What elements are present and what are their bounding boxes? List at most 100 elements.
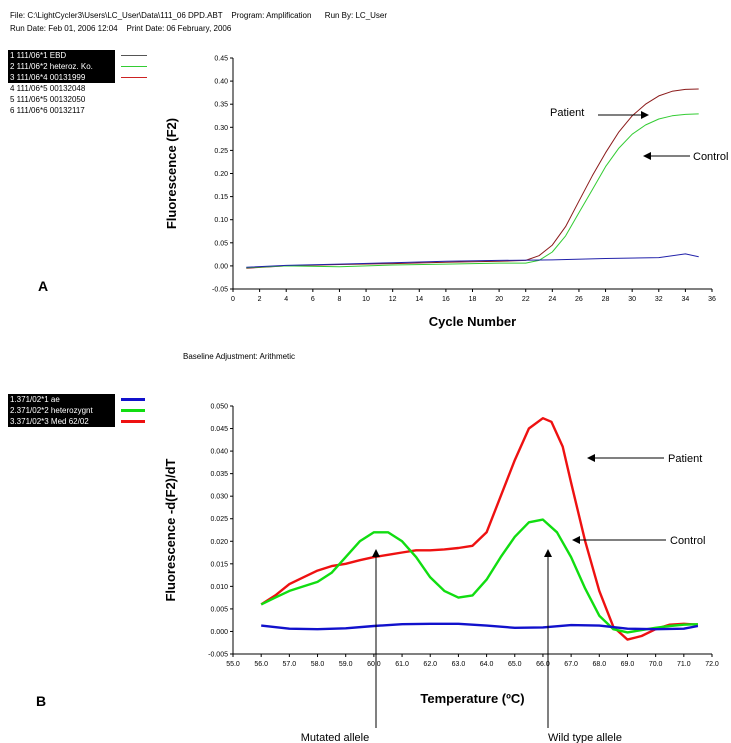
legend-a-label: 4 111/06*5 00132048 [8, 83, 115, 94]
chart2-x-tick-label: 59.0 [339, 661, 353, 668]
legend-a-swatch [121, 77, 147, 78]
chart2-x-tick-label: 60.0 [367, 661, 381, 668]
chart1-x-tick-label: 12 [389, 296, 397, 303]
chart1-x-tick-label: 2 [258, 296, 262, 303]
chart1-x-tick-label: 6 [311, 296, 315, 303]
chart2-y-tick-label: 0.035 [210, 471, 228, 478]
chart2-annotation-label: Wild type allele [548, 732, 622, 743]
chart1-y-axis-title: Fluorescence (F2) [164, 118, 179, 229]
legend-b-label: 2.371/02*2 heterozygnt [8, 405, 115, 416]
chart1-x-tick-label: 36 [708, 296, 716, 303]
chart1-y-tick-label: -0.05 [212, 287, 228, 294]
chart1-y-tick-label: 0.10 [214, 217, 228, 224]
chart1-series-line-1 [246, 88, 699, 269]
legend-a-label: 3 111/06*4 00131999 [8, 72, 115, 83]
chart1-y-tick-label: 0.05 [214, 240, 228, 247]
chart2-x-tick-label: 61.0 [395, 661, 409, 668]
chart2-x-tick-label: 72.0 [705, 661, 719, 668]
header-line-1: File: C:\LightCycler3\Users\LC_User\Data… [10, 11, 388, 20]
chart2-y-tick-label: 0.045 [210, 426, 228, 433]
chart2-x-tick-label: 57.0 [283, 661, 297, 668]
legend-b-label: 1.371/02*1 ae [8, 394, 115, 405]
chart1-x-axis-title: Cycle Number [429, 314, 516, 329]
legend-a-swatch [121, 55, 147, 56]
chart2-series-line-1 [260, 417, 698, 641]
legend-a-swatch [121, 66, 147, 67]
chart2-x-tick-label: 70.0 [649, 661, 663, 668]
chart1-x-tick-label: 20 [495, 296, 503, 303]
chart2-y-tick-label: 0.025 [210, 516, 228, 523]
chart2-y-tick-label: 0.030 [210, 494, 228, 501]
chart2-y-tick-label: 0.015 [210, 561, 228, 568]
chart1-y-tick-label: 0.00 [214, 263, 228, 270]
chart1-x-tick-label: 14 [415, 296, 423, 303]
legend-b-item-2: 2.371/02*2 heterozygnt [8, 405, 153, 416]
chart1-x-tick-label: 0 [231, 296, 235, 303]
chart1-x-tick-label: 32 [655, 296, 663, 303]
chart2-y-tick-label: 0.010 [210, 584, 228, 591]
chart2-y-tick-label: 0.050 [210, 404, 228, 411]
legend-a-label: 6 111/06*6 00132117 [8, 105, 115, 116]
chart2-x-tick-label: 65.0 [508, 661, 522, 668]
chart1-series-line-2 [246, 113, 699, 269]
chart2-annotation-label: Patient [668, 453, 702, 465]
chart2-x-tick-label: 64.0 [480, 661, 494, 668]
chart2-x-tick-label: 66.0 [536, 661, 550, 668]
chart2-x-tick-label: 62.0 [423, 661, 437, 668]
chart1-x-tick-label: 22 [522, 296, 530, 303]
chart1-annotation-label: Patient [550, 107, 584, 119]
legend-b: 1.371/02*1 ae 2.371/02*2 heterozygnt 3.371… [8, 394, 153, 427]
chart1-x-tick-label: 10 [362, 296, 370, 303]
chart1-y-tick-label: 0.15 [214, 194, 228, 201]
chart2-x-tick-label: 67.0 [564, 661, 578, 668]
chart2-series-line-3 [261, 622, 699, 631]
chart2-x-tick-label: 69.0 [621, 661, 635, 668]
legend-b-swatch [121, 409, 145, 412]
chart2-x-tick-label: 58.0 [311, 661, 325, 668]
chart2-series-line-2 [260, 518, 698, 634]
legend-a-label: 1 111/06*1 EBD [8, 50, 115, 61]
chart2-y-tick-label: 0.000 [210, 629, 228, 636]
header-line-2: Run Date: Feb 01, 2006 12:04 Print Date:… [10, 24, 232, 33]
legend-a-item-3: 3 111/06*4 00131999 [8, 72, 153, 83]
legend-b-swatch [121, 398, 145, 401]
chart1-y-tick-label: 0.25 [214, 148, 228, 155]
chart1-x-tick-label: 8 [337, 296, 341, 303]
chart2-annotation-label: Mutated allele [301, 732, 370, 743]
chart1-y-tick-label: 0.20 [214, 171, 228, 178]
legend-b-item-3: 3.371/02*3 Med 62/02 [8, 416, 153, 427]
legend-b-swatch [121, 420, 145, 423]
chart1-y-tick-label: 0.40 [214, 79, 228, 86]
chart1-x-tick-label: 34 [681, 296, 689, 303]
legend-a: 1 111/06*1 EBD 2 111/06*2 heteroz. Ko. 3 1… [8, 50, 153, 116]
chart2-annotation-label: Control [670, 535, 705, 547]
legend-a-item-6: 6 111/06*6 00132117 [8, 105, 153, 116]
chart1-x-tick-label: 30 [628, 296, 636, 303]
chart1-annotation-label: Control [693, 151, 728, 163]
legend-b-label: 3.371/02*3 Med 62/02 [8, 416, 115, 427]
panel-label-a: A [38, 278, 49, 294]
chart2-y-tick-label: 0.005 [210, 606, 228, 613]
chart2-x-tick-label: 56.0 [254, 661, 268, 668]
legend-a-item-1: 1 111/06*1 EBD [8, 50, 153, 61]
panel-label-b: B [36, 693, 47, 709]
legend-a-item-2: 2 111/06*2 heteroz. Ko. [8, 61, 153, 72]
chart1-x-tick-label: 26 [575, 296, 583, 303]
legend-a-item-4: 4 111/06*5 00132048 [8, 83, 153, 94]
chart1-y-tick-label: 0.45 [214, 56, 228, 63]
chart1-x-tick-label: 16 [442, 296, 450, 303]
chart1-x-tick-label: 4 [284, 296, 288, 303]
chart2-x-tick-label: 71.0 [677, 661, 691, 668]
chart1-x-tick-label: 18 [469, 296, 477, 303]
chart2-x-axis-title: Temperature (ºC) [420, 691, 524, 706]
legend-a-label: 2 111/06*2 heteroz. Ko. [8, 61, 115, 72]
chart2-x-tick-label: 55.0 [226, 661, 240, 668]
chart1-x-tick-label: 28 [602, 296, 610, 303]
chart2-y-tick-label: 0.020 [210, 539, 228, 546]
chart2-x-tick-label: 68.0 [592, 661, 606, 668]
legend-a-label: 5 111/06*5 00132050 [8, 94, 115, 105]
chart1-x-tick-label: 24 [548, 296, 556, 303]
chart2-x-tick-label: 63.0 [452, 661, 466, 668]
baseline-note: Baseline Adjustment: Arithmetic [183, 352, 296, 361]
